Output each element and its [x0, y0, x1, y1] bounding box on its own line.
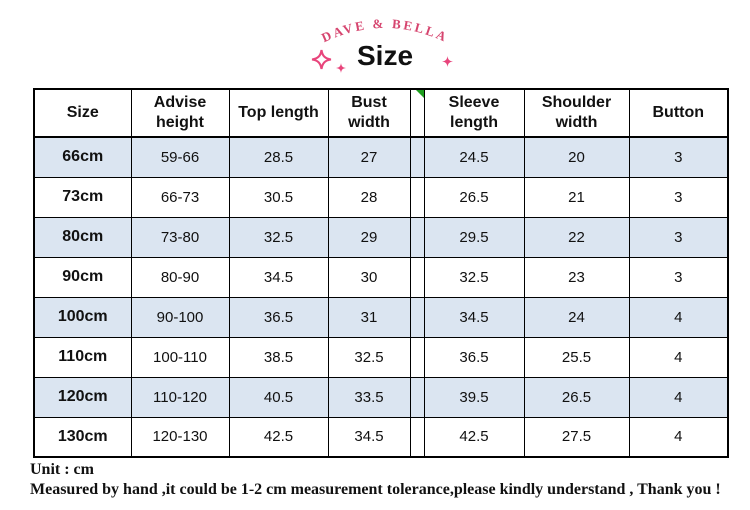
column-header-shoulder-width: Shoulder width — [523, 88, 630, 138]
value-cell: 23 — [523, 256, 630, 298]
brand-header: DAVE & BELLA Size — [0, 0, 750, 88]
size-cell: 73cm — [33, 176, 132, 218]
value-cell: 27 — [327, 136, 411, 178]
value-cell: 42.5 — [228, 416, 329, 458]
size-cell: 110cm — [33, 336, 132, 378]
table-row: 73cm 66-73 30.5 28 26.5 21 3 — [33, 176, 729, 218]
unit-label: Unit : cm — [30, 461, 94, 478]
value-cell: 80-90 — [130, 256, 230, 298]
sparkle-icon — [336, 63, 346, 73]
value-cell: 34.5 — [228, 256, 329, 298]
column-header-bust-width: Bust width — [327, 88, 411, 138]
value-cell: 28 — [327, 176, 411, 218]
table-row: 100cm 90-100 36.5 31 34.5 24 4 — [33, 296, 729, 338]
value-cell: 30.5 — [228, 176, 329, 218]
value-cell: 59-66 — [130, 136, 230, 178]
spacer-cell — [409, 376, 425, 418]
value-cell: 29 — [327, 216, 411, 258]
value-cell: 110-120 — [130, 376, 230, 418]
value-cell: 27.5 — [523, 416, 630, 458]
value-cell: 4 — [628, 336, 729, 378]
value-cell: 26.5 — [523, 376, 630, 418]
size-cell: 90cm — [33, 256, 132, 298]
value-cell: 32.5 — [228, 216, 329, 258]
value-cell: 20 — [523, 136, 630, 178]
value-cell: 100-110 — [130, 336, 230, 378]
value-cell: 3 — [628, 176, 729, 218]
value-cell: 33.5 — [327, 376, 411, 418]
value-cell: 3 — [628, 256, 729, 298]
value-cell: 34.5 — [327, 416, 411, 458]
table-header-row: Size Advise height Top length Bust width… — [33, 88, 729, 138]
column-header-top-length: Top length — [228, 88, 329, 138]
value-cell: 30 — [327, 256, 411, 298]
value-cell: 120-130 — [130, 416, 230, 458]
table-row: 120cm 110-120 40.5 33.5 39.5 26.5 4 — [33, 376, 729, 418]
spacer-cell — [409, 256, 425, 298]
spacer-cell — [409, 336, 425, 378]
size-cell: 120cm — [33, 376, 132, 418]
value-cell: 29.5 — [423, 216, 525, 258]
spacer-cell — [409, 176, 425, 218]
tolerance-note: Measured by hand ,it could be 1-2 cm mea… — [30, 481, 721, 498]
size-table-body: 66cm 59-66 28.5 27 24.5 20 3 73cm 66-73 30.5 28 26.… — [33, 136, 729, 458]
column-header-sleeve-length: Sleeve length — [423, 88, 525, 138]
sparkle-icon — [442, 56, 453, 67]
value-cell: 39.5 — [423, 376, 525, 418]
value-cell: 90-100 — [130, 296, 230, 338]
spacer-header-cell — [409, 88, 425, 138]
table-row: 66cm 59-66 28.5 27 24.5 20 3 — [33, 136, 729, 178]
value-cell: 34.5 — [423, 296, 525, 338]
value-cell: 36.5 — [423, 336, 525, 378]
table-row: 80cm 73-80 32.5 29 29.5 22 3 — [33, 216, 729, 258]
comment-marker-icon — [415, 90, 423, 98]
value-cell: 32.5 — [423, 256, 525, 298]
footer-notes: Unit : cm Measured by hand ,it could be … — [30, 460, 742, 500]
value-cell: 42.5 — [423, 416, 525, 458]
spacer-cell — [409, 216, 425, 258]
column-header-advise-height: Advise height — [130, 88, 230, 138]
value-cell: 38.5 — [228, 336, 329, 378]
value-cell: 66-73 — [130, 176, 230, 218]
value-cell: 73-80 — [130, 216, 230, 258]
value-cell: 21 — [523, 176, 630, 218]
size-cell: 130cm — [33, 416, 132, 458]
value-cell: 28.5 — [228, 136, 329, 178]
value-cell: 3 — [628, 216, 729, 258]
value-cell: 32.5 — [327, 336, 411, 378]
value-cell: 4 — [628, 376, 729, 418]
value-cell: 25.5 — [523, 336, 630, 378]
value-cell: 4 — [628, 416, 729, 458]
size-table: Size Advise height Top length Bust width… — [33, 88, 729, 458]
column-header-button: Button — [628, 88, 729, 138]
table-row: 110cm 100-110 38.5 32.5 36.5 25.5 4 — [33, 336, 729, 378]
brand-arch-logo: DAVE & BELLA — [319, 16, 448, 45]
size-cell: 100cm — [33, 296, 132, 338]
value-cell: 22 — [523, 216, 630, 258]
value-cell: 31 — [327, 296, 411, 338]
value-cell: 24 — [523, 296, 630, 338]
sparkle-icon — [311, 49, 332, 70]
value-cell: 36.5 — [228, 296, 329, 338]
value-cell: 40.5 — [228, 376, 329, 418]
size-cell: 66cm — [33, 136, 132, 178]
value-cell: 3 — [628, 136, 729, 178]
page-title: Size — [356, 40, 414, 71]
spacer-cell — [409, 416, 425, 458]
value-cell: 4 — [628, 296, 729, 338]
value-cell: 24.5 — [423, 136, 525, 178]
table-row: 130cm 120-130 42.5 34.5 42.5 27.5 4 — [33, 416, 729, 458]
table-row: 90cm 80-90 34.5 30 32.5 23 3 — [33, 256, 729, 298]
size-cell: 80cm — [33, 216, 132, 258]
value-cell: 26.5 — [423, 176, 525, 218]
column-header-size: Size — [33, 88, 132, 138]
spacer-cell — [409, 296, 425, 338]
spacer-cell — [409, 136, 425, 178]
